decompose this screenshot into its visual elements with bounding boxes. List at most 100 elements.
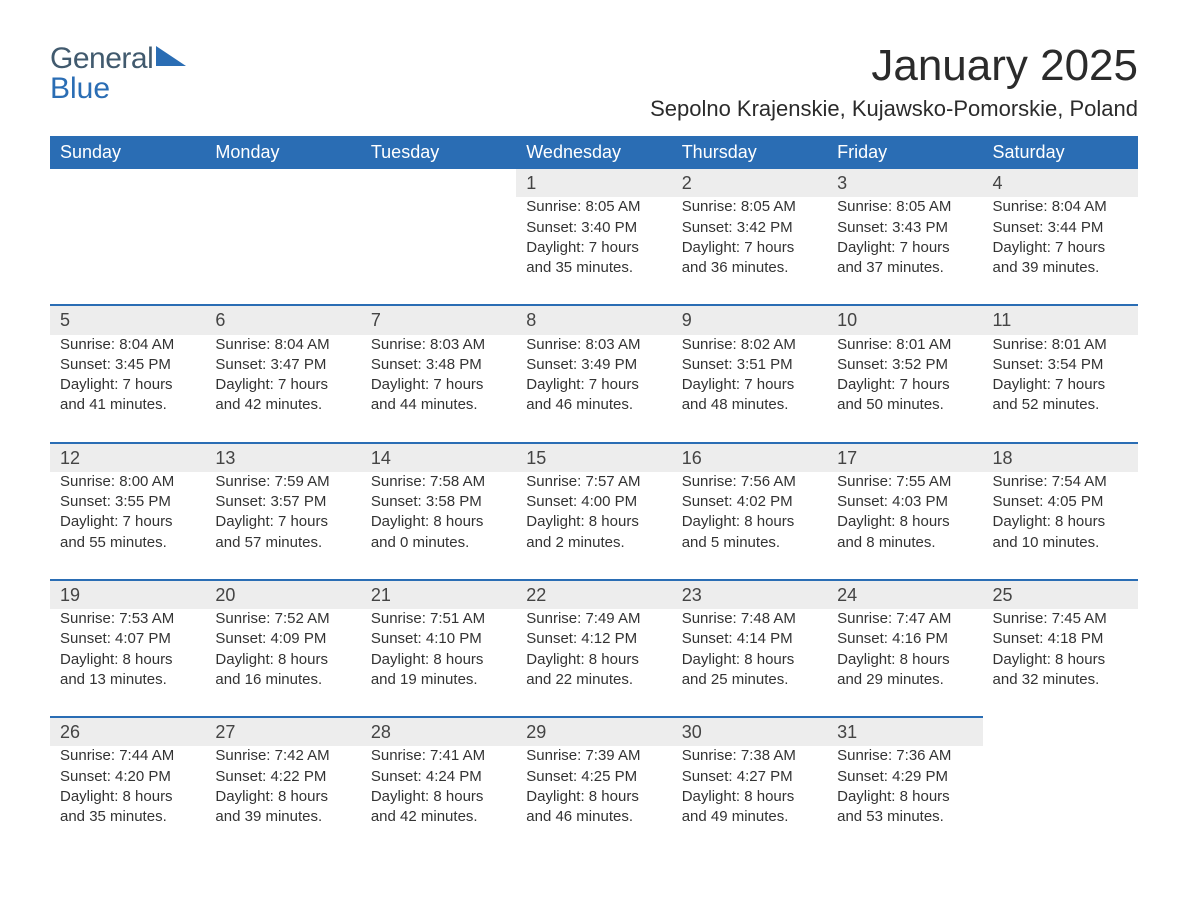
daylight-text: Daylight: 8 hours [371, 650, 506, 670]
sunset-text: Sunset: 3:57 PM [215, 492, 350, 512]
sunset-text: Sunset: 3:42 PM [682, 218, 817, 238]
daylight-text: and 0 minutes. [371, 533, 506, 553]
sunrise-text: Sunrise: 8:05 AM [682, 197, 817, 217]
day-number-cell: 9 [672, 305, 827, 334]
day-number: 31 [837, 722, 857, 742]
sunrise-text: Sunrise: 7:47 AM [837, 609, 972, 629]
day-number: 2 [682, 173, 692, 193]
daylight-text: Daylight: 8 hours [215, 787, 350, 807]
daylight-text: Daylight: 7 hours [60, 375, 195, 395]
weekday-header: Friday [827, 136, 982, 169]
day-number-cell: 10 [827, 305, 982, 334]
daylight-text: Daylight: 8 hours [837, 650, 972, 670]
daylight-text: and 41 minutes. [60, 395, 195, 415]
sunset-text: Sunset: 4:18 PM [993, 629, 1128, 649]
daylight-text: Daylight: 8 hours [837, 512, 972, 532]
daylight-text: and 32 minutes. [993, 670, 1128, 690]
daylight-text: Daylight: 8 hours [526, 787, 661, 807]
day-detail-cell: Sunrise: 8:03 AMSunset: 3:49 PMDaylight:… [516, 335, 671, 443]
sunrise-text: Sunrise: 8:03 AM [371, 335, 506, 355]
sunrise-text: Sunrise: 7:51 AM [371, 609, 506, 629]
daylight-text: and 46 minutes. [526, 395, 661, 415]
daylight-text: and 42 minutes. [371, 807, 506, 827]
sunset-text: Sunset: 4:20 PM [60, 767, 195, 787]
sunset-text: Sunset: 4:24 PM [371, 767, 506, 787]
day-detail-row: Sunrise: 7:53 AMSunset: 4:07 PMDaylight:… [50, 609, 1138, 717]
daylight-text: Daylight: 8 hours [371, 787, 506, 807]
day-detail-cell: Sunrise: 8:01 AMSunset: 3:54 PMDaylight:… [983, 335, 1138, 443]
sunset-text: Sunset: 4:16 PM [837, 629, 972, 649]
day-number-cell: 26 [50, 717, 205, 746]
calendar-table: Sunday Monday Tuesday Wednesday Thursday… [50, 136, 1138, 853]
day-number: 12 [60, 448, 80, 468]
sunrise-text: Sunrise: 8:04 AM [993, 197, 1128, 217]
day-number-cell [205, 169, 360, 197]
day-detail-cell: Sunrise: 8:05 AMSunset: 3:40 PMDaylight:… [516, 197, 671, 305]
sunset-text: Sunset: 4:29 PM [837, 767, 972, 787]
daylight-text: Daylight: 7 hours [682, 375, 817, 395]
daylight-text: and 35 minutes. [60, 807, 195, 827]
day-detail-row: Sunrise: 8:04 AMSunset: 3:45 PMDaylight:… [50, 335, 1138, 443]
day-number-cell: 31 [827, 717, 982, 746]
sunrise-text: Sunrise: 7:53 AM [60, 609, 195, 629]
weekday-header: Thursday [672, 136, 827, 169]
day-detail-cell: Sunrise: 7:49 AMSunset: 4:12 PMDaylight:… [516, 609, 671, 717]
sunrise-text: Sunrise: 8:02 AM [682, 335, 817, 355]
day-detail-cell [361, 197, 516, 305]
sunset-text: Sunset: 4:00 PM [526, 492, 661, 512]
day-number-cell: 15 [516, 443, 671, 472]
daylight-text: and 19 minutes. [371, 670, 506, 690]
day-detail-cell: Sunrise: 7:44 AMSunset: 4:20 PMDaylight:… [50, 746, 205, 853]
day-number-cell: 16 [672, 443, 827, 472]
day-number: 3 [837, 173, 847, 193]
day-number-row: 1234 [50, 169, 1138, 197]
sunrise-text: Sunrise: 7:45 AM [993, 609, 1128, 629]
sunset-text: Sunset: 3:54 PM [993, 355, 1128, 375]
day-number: 21 [371, 585, 391, 605]
weekday-header: Wednesday [516, 136, 671, 169]
sunrise-text: Sunrise: 7:38 AM [682, 746, 817, 766]
sunset-text: Sunset: 4:10 PM [371, 629, 506, 649]
sunset-text: Sunset: 3:49 PM [526, 355, 661, 375]
sunrise-text: Sunrise: 7:57 AM [526, 472, 661, 492]
day-detail-cell: Sunrise: 8:01 AMSunset: 3:52 PMDaylight:… [827, 335, 982, 443]
daylight-text: Daylight: 8 hours [682, 650, 817, 670]
day-number: 30 [682, 722, 702, 742]
brand-word-1: General [50, 44, 153, 74]
day-number-cell: 23 [672, 580, 827, 609]
sunset-text: Sunset: 3:51 PM [682, 355, 817, 375]
sunrise-text: Sunrise: 7:41 AM [371, 746, 506, 766]
day-detail-cell [50, 197, 205, 305]
day-number-cell: 27 [205, 717, 360, 746]
day-detail-cell: Sunrise: 7:51 AMSunset: 4:10 PMDaylight:… [361, 609, 516, 717]
daylight-text: and 29 minutes. [837, 670, 972, 690]
daylight-text: and 5 minutes. [682, 533, 817, 553]
sunset-text: Sunset: 3:43 PM [837, 218, 972, 238]
daylight-text: Daylight: 7 hours [837, 375, 972, 395]
day-number-cell [983, 717, 1138, 746]
sunset-text: Sunset: 4:27 PM [682, 767, 817, 787]
day-detail-cell: Sunrise: 7:56 AMSunset: 4:02 PMDaylight:… [672, 472, 827, 580]
day-number: 24 [837, 585, 857, 605]
daylight-text: Daylight: 7 hours [837, 238, 972, 258]
day-number-row: 262728293031 [50, 717, 1138, 746]
sunset-text: Sunset: 3:44 PM [993, 218, 1128, 238]
day-detail-cell: Sunrise: 8:05 AMSunset: 3:43 PMDaylight:… [827, 197, 982, 305]
daylight-text: and 49 minutes. [682, 807, 817, 827]
sunrise-text: Sunrise: 7:39 AM [526, 746, 661, 766]
day-number-cell: 12 [50, 443, 205, 472]
page-title: January 2025 [650, 44, 1138, 88]
daylight-text: Daylight: 8 hours [215, 650, 350, 670]
day-detail-cell: Sunrise: 7:39 AMSunset: 4:25 PMDaylight:… [516, 746, 671, 853]
sunrise-text: Sunrise: 7:36 AM [837, 746, 972, 766]
sunset-text: Sunset: 3:52 PM [837, 355, 972, 375]
sunrise-text: Sunrise: 7:42 AM [215, 746, 350, 766]
day-number-row: 12131415161718 [50, 443, 1138, 472]
day-number-cell: 18 [983, 443, 1138, 472]
sunrise-text: Sunrise: 8:01 AM [993, 335, 1128, 355]
daylight-text: Daylight: 8 hours [993, 512, 1128, 532]
day-number-cell [50, 169, 205, 197]
daylight-text: and 48 minutes. [682, 395, 817, 415]
sunrise-text: Sunrise: 7:58 AM [371, 472, 506, 492]
brand-word-2: Blue [50, 74, 110, 104]
